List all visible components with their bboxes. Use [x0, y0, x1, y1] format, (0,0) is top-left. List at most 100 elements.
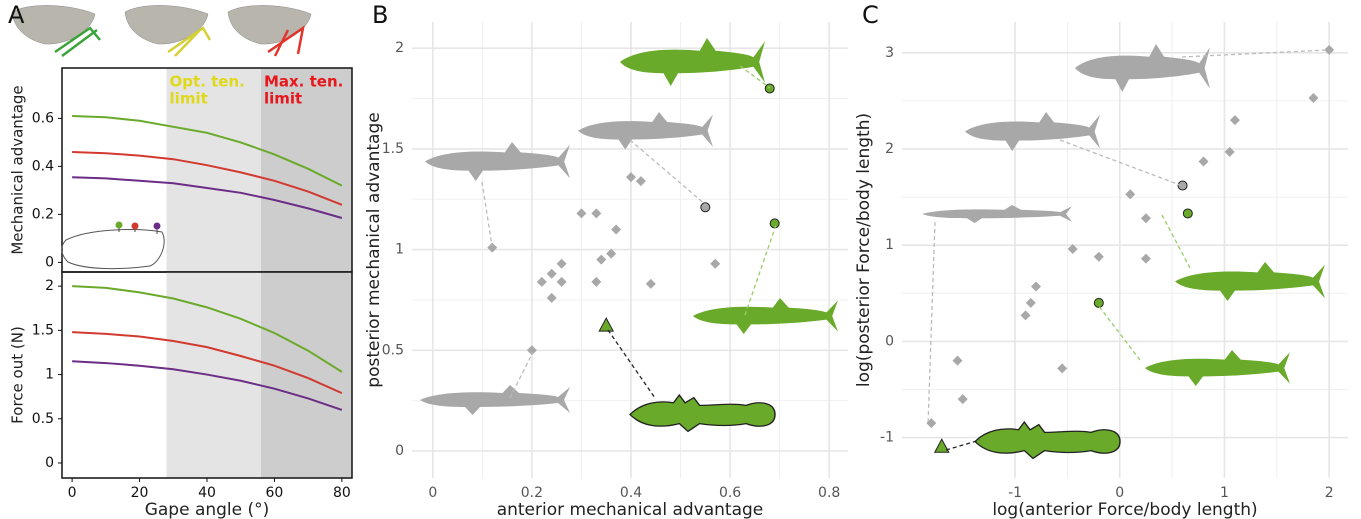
y-tick-label: 2 [45, 278, 54, 294]
point [1031, 281, 1042, 292]
skulls [11, 5, 312, 58]
y-tick-label: 2 [395, 40, 404, 56]
line [72, 360, 343, 411]
point [957, 394, 968, 405]
annotation: limit [170, 90, 208, 108]
line [72, 115, 343, 187]
panel-label: C [862, 1, 879, 29]
y-tick-label: -1 [880, 430, 894, 446]
band [166, 68, 261, 272]
point [556, 258, 567, 269]
line [72, 331, 343, 395]
point [1140, 213, 1151, 224]
x-tick-label: 0 [1115, 485, 1124, 501]
annotation: Max. ten. [264, 73, 343, 91]
point [1229, 115, 1240, 126]
point [1177, 180, 1188, 191]
point [1067, 244, 1078, 255]
band [260, 68, 352, 272]
x-tick-label: 2 [1325, 485, 1334, 501]
panel-label: A [8, 1, 25, 29]
x-tick-label: 0.4 [620, 485, 642, 501]
y-tick-label: 2 [885, 141, 894, 157]
y-tick-label: 1 [395, 242, 404, 258]
annotation: Opt. ten. [170, 73, 245, 91]
point [591, 208, 602, 219]
point [764, 83, 775, 94]
point [536, 276, 547, 287]
point [1025, 297, 1036, 308]
point [1125, 189, 1136, 200]
line [72, 151, 343, 206]
band [260, 272, 352, 478]
point [1093, 251, 1104, 262]
y-tick-label: 0 [45, 455, 54, 471]
y-tick-label: 1.5 [32, 322, 54, 338]
y-tick-label: 0 [395, 443, 404, 459]
x-tick-label: 0 [428, 485, 437, 501]
x-tick-label: -1 [1008, 485, 1022, 501]
point [556, 276, 567, 287]
point [625, 172, 636, 183]
point [1308, 93, 1319, 103]
x-tick-label: 0.2 [521, 485, 543, 501]
x-axis-label: Gape angle (°) [145, 500, 270, 519]
point [710, 258, 721, 269]
y-tick-label: 0.2 [32, 206, 54, 222]
point [645, 278, 656, 289]
point [606, 248, 617, 259]
point [635, 176, 646, 187]
point [526, 345, 537, 356]
x-tick-label: 40 [198, 485, 216, 501]
point [596, 254, 607, 265]
frame [61, 271, 353, 479]
line [72, 176, 343, 219]
point [1057, 363, 1068, 374]
point [598, 317, 615, 332]
panel-label: B [372, 1, 388, 29]
x-axis-label: log(anterior Force/body length) [992, 500, 1257, 519]
point [1140, 253, 1151, 264]
y-tick-label: 0 [885, 333, 894, 349]
y-tick-label: 0.5 [32, 411, 54, 427]
x-tick-label: 1 [1220, 485, 1229, 501]
point [1020, 310, 1031, 321]
y-axis-label: Mechanical advantage [9, 85, 27, 254]
y-axis-label: log(posterior Force/body length) [854, 113, 874, 387]
x-tick-label: 0.8 [818, 485, 840, 501]
point [546, 292, 557, 303]
y-tick-label: 3 [885, 45, 894, 61]
y-axis-label: Force out (N) [9, 326, 27, 424]
x-tick-label: 80 [333, 485, 351, 501]
y-tick-label: 0.4 [32, 158, 54, 174]
x-tick-label: 20 [131, 485, 149, 501]
point [487, 242, 498, 253]
y-tick-label: 0 [45, 254, 54, 270]
jaw-inset [61, 221, 165, 270]
point [546, 268, 557, 279]
y-tick-label: 0.6 [32, 110, 54, 126]
y-tick-label: 1 [885, 237, 894, 253]
y-tick-label: 0.5 [382, 342, 404, 358]
point [1324, 44, 1335, 55]
x-tick-label: 0 [68, 485, 77, 501]
line [72, 285, 343, 373]
point [576, 208, 587, 219]
point [1198, 156, 1209, 167]
point [611, 224, 622, 235]
y-axis-label: posterior mechanical advantage [364, 112, 384, 387]
point [933, 438, 950, 453]
x-tick-label: 0.6 [719, 485, 741, 501]
y-tick-label: 1.5 [382, 141, 404, 157]
point [1224, 146, 1235, 157]
point [700, 202, 711, 213]
point [769, 218, 780, 229]
point [1093, 297, 1104, 308]
annotation: limit [264, 90, 302, 108]
silhouettes [420, 38, 1328, 460]
x-axis-label: anterior mechanical advantage [497, 500, 764, 519]
point [591, 276, 602, 287]
y-tick-label: 1 [45, 367, 54, 383]
